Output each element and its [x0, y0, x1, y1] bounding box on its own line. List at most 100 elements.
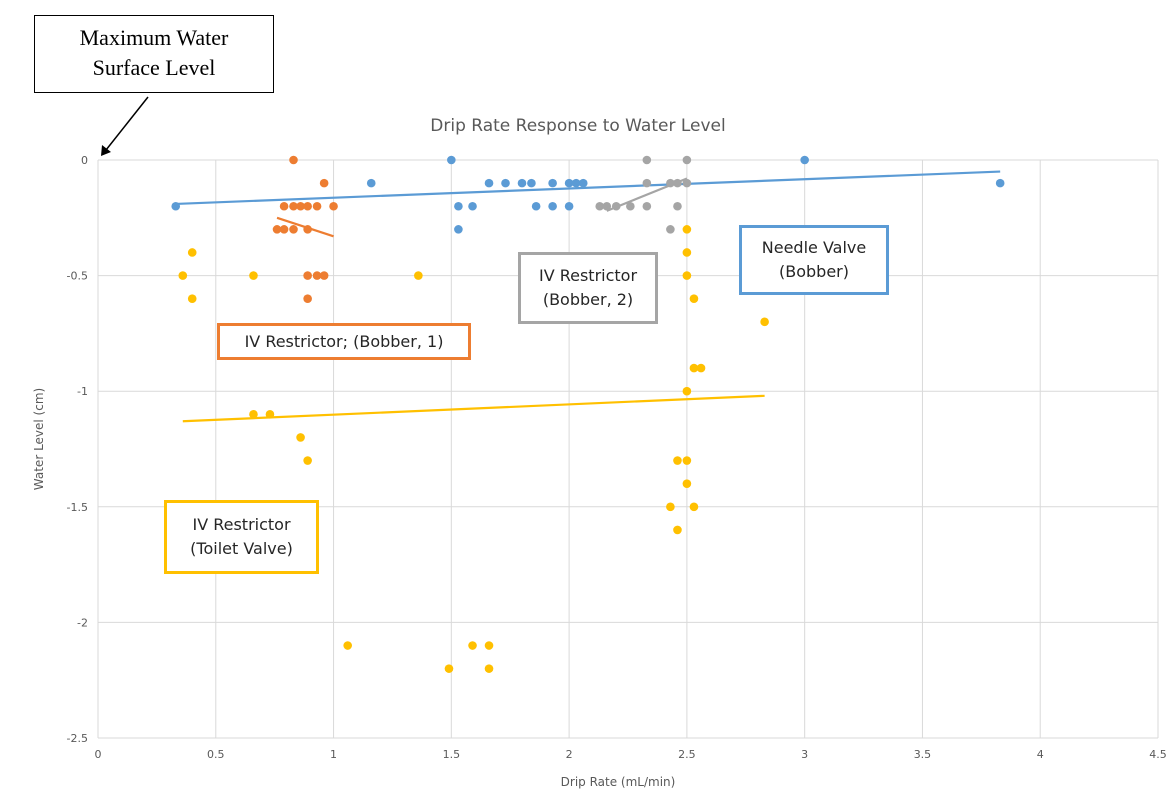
data-point-iv1	[312, 201, 322, 211]
data-point-toilet	[682, 456, 692, 465]
callout-line-2: Surface Level	[92, 55, 216, 80]
y-tick-label: -0.5	[67, 270, 88, 283]
data-point-toilet	[682, 386, 692, 396]
data-point-needle	[366, 178, 376, 188]
data-point-iv1	[279, 225, 289, 234]
data-point-needle	[517, 178, 527, 188]
data-point-needle	[171, 201, 181, 211]
data-point-iv1	[303, 225, 312, 234]
data-point-needle	[527, 178, 536, 188]
label-box-needle-valve: Needle Valve (Bobber)	[739, 225, 889, 295]
trendline-needle	[175, 170, 1001, 206]
data-point-needle	[468, 201, 477, 211]
data-point-iv2	[642, 178, 652, 188]
data-point-needle	[447, 155, 456, 165]
data-point-toilet	[484, 641, 494, 650]
data-point-toilet	[187, 294, 197, 304]
data-point-needle	[501, 178, 510, 188]
label-line: (Toilet Valve)	[190, 539, 293, 558]
label-line: Needle Valve	[761, 238, 867, 257]
label-line: (Bobber)	[779, 262, 849, 281]
label-line: IV Restrictor	[192, 515, 291, 534]
data-point-toilet	[689, 294, 699, 304]
y-axis-label: Water Level (cm)	[32, 388, 46, 490]
data-point-needle	[800, 155, 809, 165]
x-tick-label: 4	[1037, 748, 1044, 761]
data-point-iv1	[319, 271, 329, 280]
y-tick-label: -1.5	[67, 501, 88, 514]
data-point-needle	[578, 178, 588, 188]
data-point-iv2	[611, 201, 621, 211]
x-tick-label: 3.5	[914, 748, 932, 761]
data-point-iv1	[296, 201, 305, 211]
data-point-toilet	[682, 479, 692, 488]
data-point-iv1	[303, 201, 312, 211]
x-tick-label: 0	[95, 748, 102, 761]
y-tick-label: -1	[77, 385, 88, 398]
data-point-toilet	[265, 410, 275, 419]
data-point-toilet	[249, 410, 258, 419]
data-point-iv2	[642, 201, 652, 211]
data-point-iv1	[329, 201, 338, 211]
data-point-iv2	[595, 201, 605, 211]
label-box-iv-restrictor-toilet-valve: IV Restrictor (Toilet Valve)	[164, 500, 319, 574]
data-point-toilet	[468, 641, 477, 650]
x-tick-label: 1	[330, 748, 337, 761]
data-point-toilet	[444, 664, 454, 673]
data-point-iv1	[319, 178, 329, 188]
data-point-toilet	[682, 271, 692, 280]
label-box-iv-restrictor-bobber-1: IV Restrictor; (Bobber, 1)	[217, 323, 471, 360]
data-point-iv2	[682, 155, 692, 165]
gridlines	[97, 159, 1159, 739]
data-point-toilet	[666, 502, 675, 512]
data-point-iv2	[642, 155, 652, 165]
trendline-toilet	[182, 394, 765, 423]
data-point-iv2	[602, 201, 612, 211]
max-water-level-callout: Maximum Water Surface Level	[34, 15, 274, 93]
x-tick-label: 3	[801, 748, 808, 761]
data-point-toilet	[249, 271, 258, 280]
y-tick-label: -2	[77, 616, 88, 629]
data-point-needle	[571, 178, 581, 188]
data-point-iv2	[666, 178, 675, 188]
data-point-toilet	[696, 363, 706, 373]
data-point-toilet	[673, 456, 682, 465]
data-point-iv2	[682, 178, 692, 188]
data-point-iv1	[272, 225, 282, 234]
x-tick-label: 0.5	[207, 748, 225, 761]
data-point-iv2	[673, 201, 682, 211]
label-line: IV Restrictor	[538, 266, 638, 285]
data-point-needle	[454, 225, 463, 234]
data-point-iv2	[666, 225, 675, 234]
data-point-toilet	[296, 433, 305, 442]
data-point-iv1	[303, 294, 312, 304]
data-point-iv1	[289, 201, 298, 211]
callout-line-1: Maximum Water	[79, 25, 229, 50]
data-point-needle	[531, 201, 541, 211]
data-point-iv1	[312, 271, 322, 280]
label-line: (Bobber, 2)	[542, 290, 634, 309]
data-point-toilet	[682, 248, 692, 257]
data-point-toilet	[303, 456, 312, 465]
y-tick-label: 0	[81, 154, 88, 167]
data-point-iv1	[279, 201, 289, 211]
data-point-iv2	[626, 201, 635, 211]
data-point-needle	[564, 201, 574, 211]
data-point-iv2	[673, 178, 682, 188]
data-point-iv1	[289, 155, 298, 165]
data-point-needle	[548, 201, 557, 211]
callout-arrow	[101, 96, 149, 156]
x-tick-label: 2	[566, 748, 573, 761]
data-point-toilet	[689, 502, 699, 512]
data-point-toilet	[689, 363, 699, 373]
x-tick-label: 4.5	[1149, 748, 1167, 761]
chart-title: Drip Rate Response to Water Level	[430, 116, 725, 136]
label-line: IV Restrictor; (Bobber, 1)	[244, 331, 444, 351]
label-box-iv-restrictor-bobber-2: IV Restrictor (Bobber, 2)	[518, 252, 658, 324]
data-point-toilet	[343, 641, 352, 650]
axis-tick-labels: 0 0.5 1 1.5 2 2.5 3 3.5 4 4.5 0 -0.5 -1 -1.5 -2 -2.5	[67, 154, 1167, 761]
y-tick-label: -2.5	[67, 732, 88, 745]
data-point-toilet	[178, 271, 188, 280]
data-points	[171, 155, 1005, 673]
